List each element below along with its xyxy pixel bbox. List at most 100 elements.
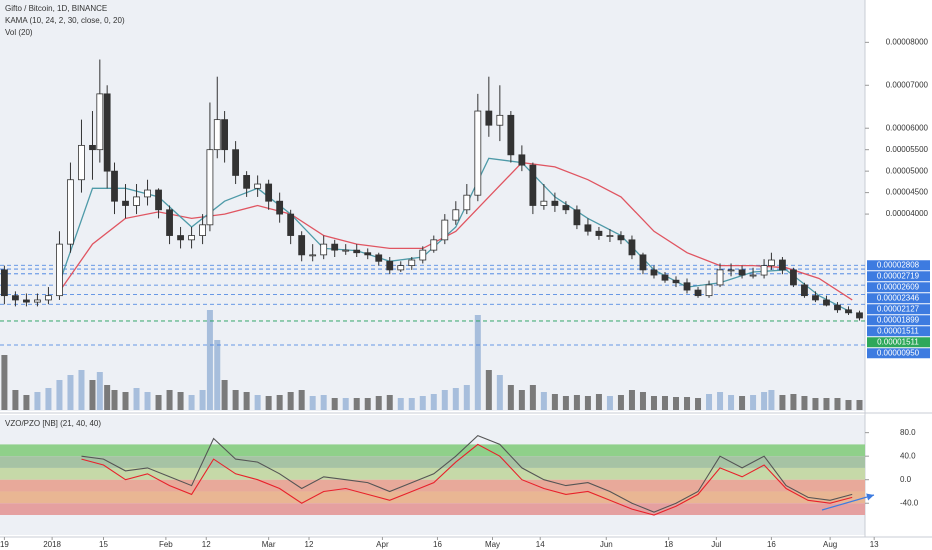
candle-body xyxy=(672,279,680,284)
price-level-box xyxy=(867,260,930,271)
candle-body xyxy=(364,252,372,256)
volume-bar xyxy=(89,380,96,410)
candle-body xyxy=(375,254,383,262)
y-tick-label: -40.0 xyxy=(900,498,919,507)
volume-bar xyxy=(144,392,151,410)
volume-bar xyxy=(606,396,613,410)
volume-bar xyxy=(56,380,63,410)
candle-body xyxy=(199,224,206,236)
volume-bar xyxy=(823,398,830,410)
volume-bar xyxy=(243,392,250,410)
x-tick-label: Feb xyxy=(159,540,173,549)
y-tick-label: 0.00008000 xyxy=(886,37,929,46)
candle-body xyxy=(96,93,104,151)
candle-body xyxy=(67,179,74,245)
candle-body xyxy=(650,269,658,276)
volume-bar xyxy=(122,392,129,410)
candle-body xyxy=(463,194,471,211)
candle-body xyxy=(639,254,647,271)
candle-body xyxy=(122,200,129,206)
x-tick-label: 16 xyxy=(767,540,776,549)
candle-body xyxy=(452,209,460,221)
candle-body xyxy=(694,289,702,297)
volume-bar xyxy=(845,400,852,410)
oscillator-line xyxy=(81,443,853,516)
volume-bar xyxy=(155,395,162,410)
volume-bar xyxy=(353,398,360,410)
oscillator-band xyxy=(0,444,865,457)
candle-body xyxy=(133,196,140,206)
candle-body xyxy=(801,284,808,297)
x-tick-label: 2018 xyxy=(43,540,61,549)
x-tick-label: 13 xyxy=(870,540,879,549)
candle-body xyxy=(45,295,52,301)
volume-bar xyxy=(573,395,580,410)
volume-bar xyxy=(111,390,118,410)
volume-bar xyxy=(188,395,195,410)
oscillator-band xyxy=(0,456,865,468)
candle-body xyxy=(496,114,504,126)
candle-body xyxy=(276,200,284,215)
x-tick-label: 12 xyxy=(202,540,211,549)
price-level-box xyxy=(867,348,930,359)
volume-bar xyxy=(298,390,305,410)
candle-body xyxy=(166,209,173,236)
volume-bar xyxy=(206,310,213,410)
volume-bar xyxy=(1,355,8,410)
y-tick-label: 0.0 xyxy=(900,475,912,484)
price-level-box xyxy=(867,326,930,337)
candle-body xyxy=(56,243,63,297)
x-tick-label: 14 xyxy=(536,540,545,549)
volume-bar xyxy=(595,394,602,410)
volume-bar xyxy=(672,397,679,410)
volume-bar xyxy=(706,394,713,410)
candle-body xyxy=(309,254,317,257)
volume-bar xyxy=(232,390,239,410)
volume-bar xyxy=(750,395,757,410)
candle-body xyxy=(298,235,306,256)
candle-body xyxy=(78,144,85,181)
candle-body xyxy=(408,259,416,267)
candle-body xyxy=(213,119,221,151)
candle-body xyxy=(243,175,251,189)
x-tick-label: Mar xyxy=(262,540,276,549)
trend-arrow xyxy=(821,493,875,511)
candle-body xyxy=(573,209,581,226)
volume-bar xyxy=(834,398,841,410)
price-level-label: 0.00001511 xyxy=(877,326,919,335)
price-level-label: 0.00002609 xyxy=(877,282,920,291)
candle-body xyxy=(342,249,350,252)
volume-bar xyxy=(739,396,746,410)
x-tick-label: 19 xyxy=(0,540,9,549)
volume-bar xyxy=(661,396,668,410)
volume-bar xyxy=(276,395,283,410)
x-tick-label: Jun xyxy=(600,540,613,549)
volume-bar xyxy=(177,392,184,410)
candle-body xyxy=(562,205,570,211)
candle-body xyxy=(144,189,151,198)
candle-body xyxy=(441,219,449,241)
candle-body xyxy=(683,282,691,291)
volume-bar xyxy=(529,385,536,410)
volume-bar xyxy=(133,388,140,410)
candle-body xyxy=(760,265,768,276)
candle-body xyxy=(265,183,273,202)
oscillator-band xyxy=(0,503,865,515)
volume-bar xyxy=(496,375,503,410)
candle-body xyxy=(254,183,262,189)
volume-bar xyxy=(265,396,272,410)
x-tick-label: Aug xyxy=(823,540,837,549)
candle-body xyxy=(705,284,713,297)
volume-bar xyxy=(779,395,786,410)
price-level-label: 0.00002346 xyxy=(877,293,920,302)
candle-body xyxy=(188,235,195,241)
volume-bar xyxy=(518,390,525,410)
price-level-label: 0.00001511 xyxy=(877,337,919,346)
volume-bar xyxy=(45,388,52,410)
volume-bar xyxy=(254,395,261,410)
candle-body xyxy=(716,269,724,286)
volume-bar xyxy=(364,398,371,410)
volume-bar xyxy=(386,395,393,410)
candle-body xyxy=(749,274,757,277)
x-tick-label: 16 xyxy=(433,540,442,549)
